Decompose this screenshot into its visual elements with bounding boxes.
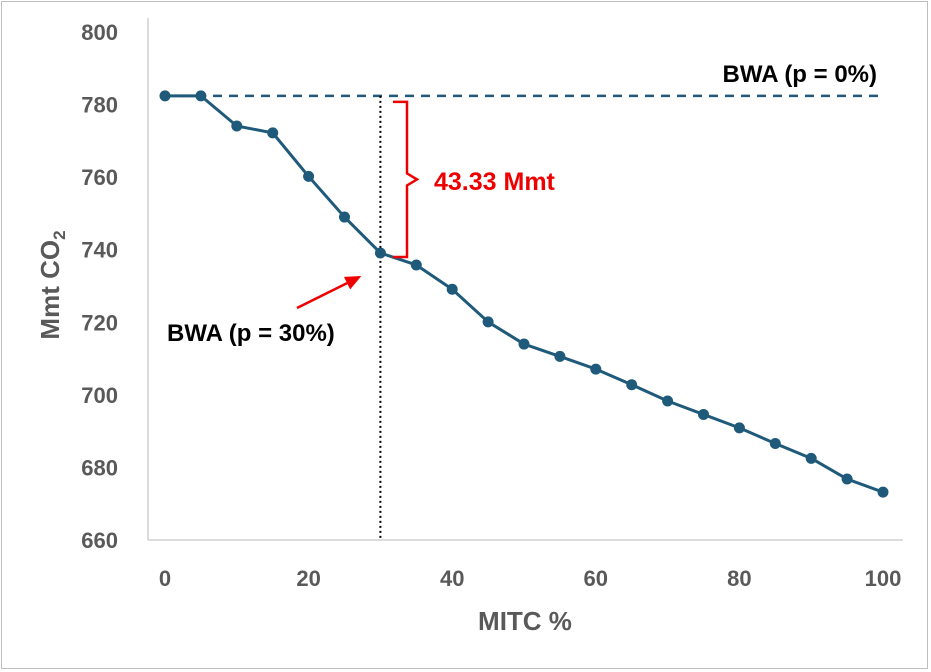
y-axis-title: Mmt CO2 [35, 230, 69, 339]
red-arrow-head [343, 275, 362, 290]
data-point [374, 247, 386, 259]
x-tick-label: 0 [159, 566, 171, 591]
annotation-bwa-30: BWA (p = 30%) [167, 320, 335, 347]
data-point [769, 437, 781, 449]
y-tick-label: 680 [81, 455, 118, 480]
data-point [231, 120, 243, 132]
y-tick-label: 800 [81, 20, 118, 45]
red-bracket [393, 100, 420, 259]
data-point [410, 259, 422, 271]
data-point [518, 338, 530, 350]
x-tick-label: 60 [584, 566, 608, 591]
data-point [339, 211, 350, 223]
data-point [662, 395, 674, 407]
data-point [303, 170, 315, 182]
data-point [482, 316, 494, 328]
y-axis-tick-labels: 660 680 700 720 740 760 780 800 [81, 20, 118, 553]
y-axis-title-main: Mmt CO [35, 240, 65, 340]
data-point [626, 379, 638, 391]
y-tick-label: 740 [81, 238, 118, 263]
annotation-bwa-0: BWA (p = 0%) [723, 61, 877, 88]
data-point [446, 283, 458, 295]
data-point [841, 473, 853, 485]
x-tick-label: 20 [296, 566, 320, 591]
data-point [877, 486, 889, 498]
data-point [195, 90, 207, 102]
red-arrow [296, 281, 348, 310]
y-tick-label: 760 [81, 165, 118, 190]
y-tick-label: 720 [81, 310, 118, 335]
x-tick-label: 100 [865, 566, 902, 591]
data-point [267, 127, 279, 139]
data-point [733, 422, 745, 434]
data-point [805, 452, 817, 464]
y-tick-label: 700 [81, 383, 118, 408]
y-axis-title-subscript: 2 [50, 230, 69, 239]
x-axis-tick-labels: 0 20 40 60 80 100 [159, 566, 901, 591]
x-tick-label: 40 [440, 566, 464, 591]
x-axis-title: MITC % [478, 606, 572, 636]
y-axis-title-group: Mmt CO2 [35, 230, 69, 339]
x-tick-label: 80 [727, 566, 751, 591]
y-tick-label: 660 [81, 528, 118, 553]
data-point [159, 90, 171, 102]
series-points [159, 90, 889, 498]
data-point [590, 363, 602, 375]
data-point [698, 408, 709, 420]
annotation-difference: 43.33 Mmt [434, 168, 556, 196]
series-line [165, 94, 884, 494]
y-tick-label: 780 [81, 93, 118, 118]
data-point [554, 350, 566, 362]
